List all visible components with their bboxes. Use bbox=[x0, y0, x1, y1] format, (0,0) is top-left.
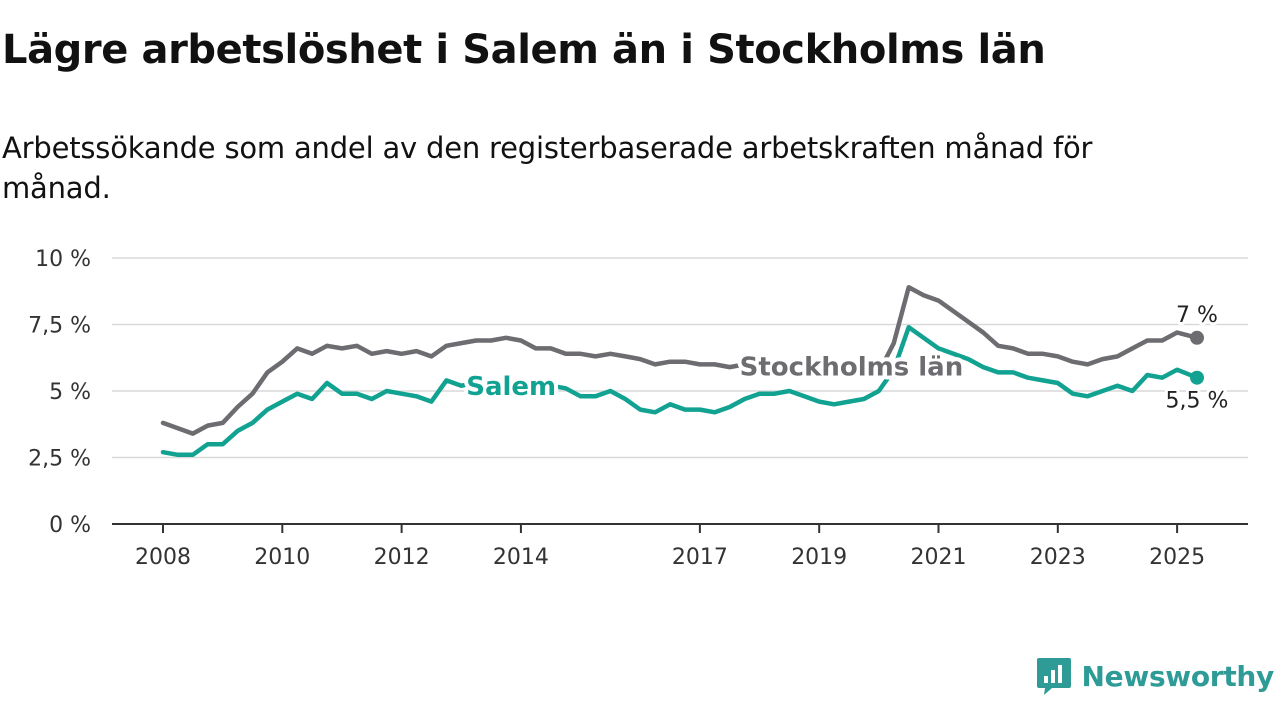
x-tick-label: 2023 bbox=[1030, 545, 1086, 570]
y-tick-label: 7,5 % bbox=[28, 314, 91, 339]
y-tick-label: 0 % bbox=[49, 513, 91, 538]
grid-lines bbox=[112, 257, 1248, 525]
x-tick-label: 2025 bbox=[1149, 545, 1205, 570]
x-tick-label: 2019 bbox=[791, 545, 847, 570]
x-tick-label: 2012 bbox=[374, 545, 430, 570]
series-line-salem bbox=[160, 324, 1200, 458]
end-value-label-stockholms-l-n: 7 % bbox=[1176, 303, 1218, 328]
newsworthy-brand: Newsworthy bbox=[1036, 656, 1274, 696]
y-axis-ticks: 0 % 2,5 % 5 % 7,5 % 10 % bbox=[28, 247, 91, 538]
y-tick-label: 10 % bbox=[35, 247, 91, 272]
end-markers: 7 % 5,5 % bbox=[1163, 300, 1232, 417]
series-labels: Stockholms län Salem bbox=[462, 348, 967, 406]
y-tick-label: 5 % bbox=[49, 380, 91, 405]
series-line-stockholms-l-n bbox=[160, 285, 1200, 436]
x-tick-label: 2017 bbox=[672, 545, 728, 570]
x-tick-label: 2021 bbox=[911, 545, 967, 570]
series-label-stockholms-l-n: Stockholms län bbox=[740, 352, 964, 382]
x-axis-ticks: 2008 2010 2012 2014 2017 2019 2021 2023 2025 bbox=[135, 524, 1205, 570]
end-marker-stockholms-l-n bbox=[1190, 330, 1204, 345]
newsworthy-logo-icon bbox=[1036, 658, 1071, 695]
x-tick-label: 2010 bbox=[254, 545, 310, 570]
series-lines bbox=[160, 285, 1200, 458]
x-tick-label: 2014 bbox=[493, 545, 549, 570]
series-label-salem: Salem bbox=[466, 372, 556, 402]
chart-subtitle: Arbetssökande som andel av den registerb… bbox=[2, 131, 1093, 205]
end-value-label-salem: 5,5 % bbox=[1166, 389, 1229, 414]
chart-title: Lägre arbetslöshet i Salem än i Stockhol… bbox=[2, 27, 1046, 73]
brand-name: Newsworthy bbox=[1081, 659, 1275, 693]
y-tick-label: 2,5 % bbox=[28, 447, 91, 472]
x-tick-label: 2008 bbox=[135, 545, 191, 570]
end-marker-salem bbox=[1190, 370, 1204, 385]
